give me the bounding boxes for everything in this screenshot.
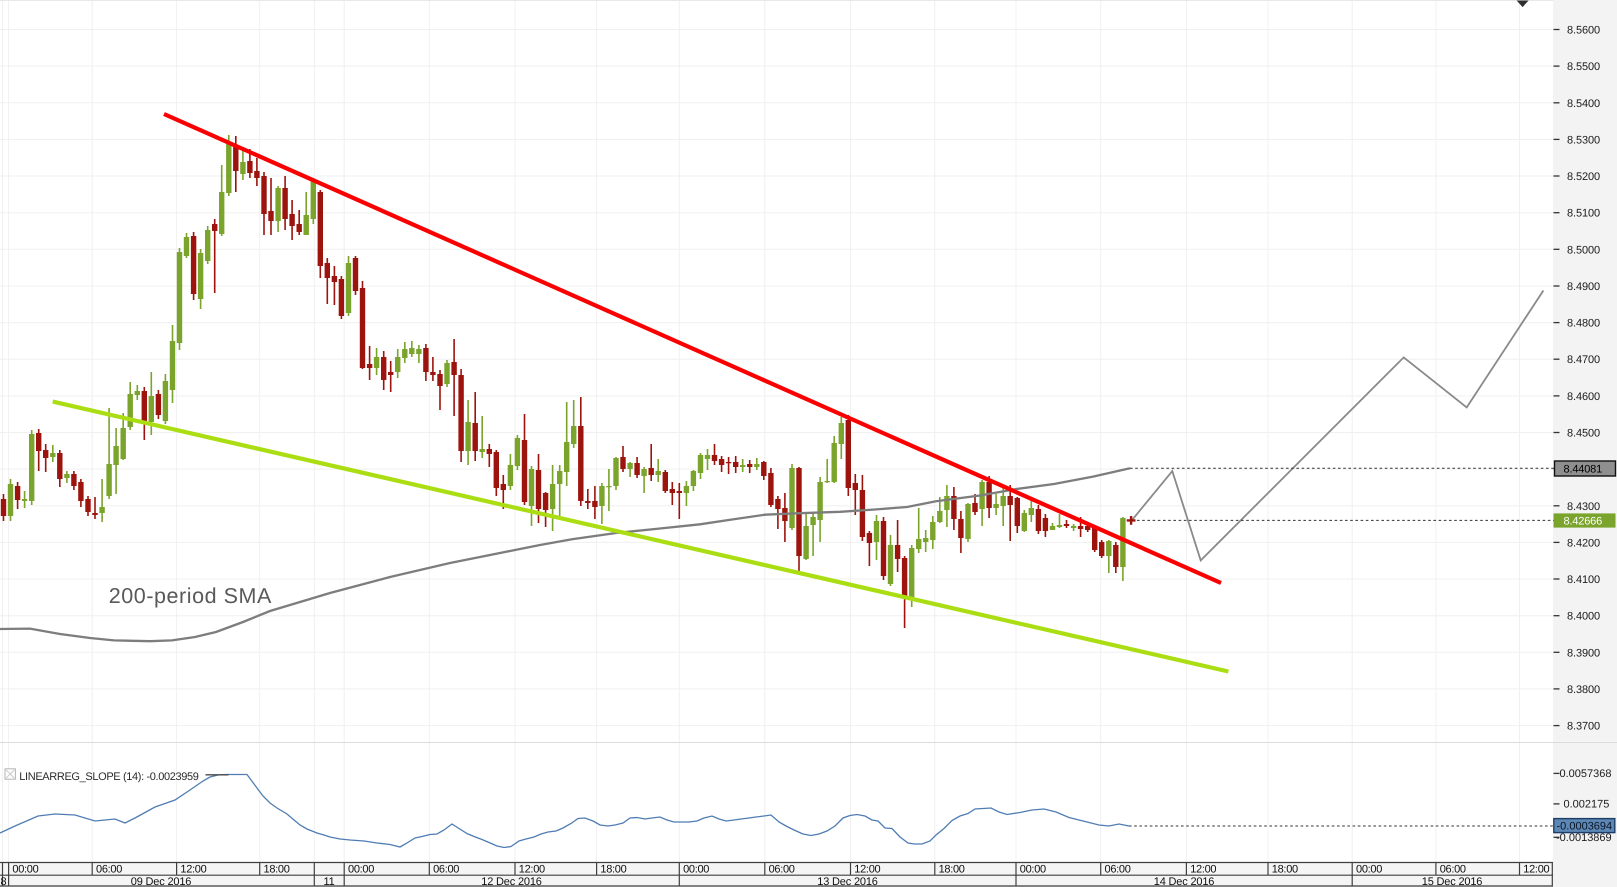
svg-text:06:00: 06:00 bbox=[769, 864, 795, 876]
svg-text:00:00: 00:00 bbox=[1356, 864, 1382, 876]
svg-text:0.002175: 0.002175 bbox=[1564, 799, 1610, 811]
svg-text:8.44081: 8.44081 bbox=[1564, 464, 1603, 476]
svg-text:8: 8 bbox=[1, 876, 7, 887]
svg-text:00:00: 00:00 bbox=[1020, 864, 1046, 876]
svg-text:13 Dec 2016: 13 Dec 2016 bbox=[817, 876, 877, 887]
svg-text:8.42666: 8.42666 bbox=[1564, 516, 1603, 528]
svg-text:200-period SMA: 200-period SMA bbox=[109, 584, 272, 608]
svg-text:06:00: 06:00 bbox=[1440, 864, 1466, 876]
svg-text:8.5600: 8.5600 bbox=[1567, 25, 1600, 37]
svg-text:8.4100: 8.4100 bbox=[1567, 574, 1600, 586]
svg-text:8.5300: 8.5300 bbox=[1567, 134, 1600, 146]
svg-text:09 Dec 2016: 09 Dec 2016 bbox=[131, 876, 191, 887]
svg-text:8.3700: 8.3700 bbox=[1567, 721, 1600, 733]
svg-text:8.5400: 8.5400 bbox=[1567, 98, 1600, 110]
svg-text:18:00: 18:00 bbox=[1272, 864, 1298, 876]
svg-text:00:00: 00:00 bbox=[348, 864, 374, 876]
svg-text:12:00: 12:00 bbox=[180, 864, 206, 876]
svg-text:18:00: 18:00 bbox=[264, 864, 290, 876]
svg-text:LINEARREG_SLOPE (14): -0.00239: LINEARREG_SLOPE (14): -0.0023959 bbox=[19, 771, 198, 783]
svg-text:-0.0003694: -0.0003694 bbox=[1557, 821, 1613, 833]
svg-text:8.5100: 8.5100 bbox=[1567, 208, 1600, 220]
svg-text:15 Dec 2016: 15 Dec 2016 bbox=[1422, 876, 1482, 887]
svg-text:11: 11 bbox=[323, 876, 334, 887]
svg-text:-0.0013869: -0.0013869 bbox=[1556, 832, 1612, 844]
svg-text:8.5200: 8.5200 bbox=[1567, 171, 1600, 183]
svg-text:12:00: 12:00 bbox=[854, 864, 880, 876]
svg-text:8.4800: 8.4800 bbox=[1567, 318, 1600, 330]
svg-text:12:00: 12:00 bbox=[1523, 864, 1549, 876]
svg-text:8.4200: 8.4200 bbox=[1567, 537, 1600, 549]
svg-text:0.0057368: 0.0057368 bbox=[1560, 768, 1612, 780]
svg-text:18:00: 18:00 bbox=[939, 864, 965, 876]
svg-text:8.5500: 8.5500 bbox=[1567, 61, 1600, 73]
svg-text:06:00: 06:00 bbox=[1105, 864, 1131, 876]
svg-text:00:00: 00:00 bbox=[12, 864, 38, 876]
svg-text:8.4300: 8.4300 bbox=[1567, 501, 1600, 513]
svg-text:8.3800: 8.3800 bbox=[1567, 684, 1600, 696]
svg-text:8.4600: 8.4600 bbox=[1567, 391, 1600, 403]
svg-text:14 Dec 2016: 14 Dec 2016 bbox=[1154, 876, 1214, 887]
svg-text:12:00: 12:00 bbox=[519, 864, 545, 876]
svg-text:12 Dec 2016: 12 Dec 2016 bbox=[481, 876, 541, 887]
svg-text:12:00: 12:00 bbox=[1190, 864, 1216, 876]
svg-text:06:00: 06:00 bbox=[96, 864, 122, 876]
svg-text:18:00: 18:00 bbox=[600, 864, 626, 876]
svg-text:8.5000: 8.5000 bbox=[1567, 244, 1600, 256]
svg-text:8.4700: 8.4700 bbox=[1567, 354, 1600, 366]
svg-text:8.3900: 8.3900 bbox=[1567, 647, 1600, 659]
svg-text:8.4900: 8.4900 bbox=[1567, 281, 1600, 293]
svg-text:8.4000: 8.4000 bbox=[1567, 611, 1600, 623]
svg-text:06:00: 06:00 bbox=[433, 864, 459, 876]
svg-text:8.4500: 8.4500 bbox=[1567, 428, 1600, 440]
svg-text:00:00: 00:00 bbox=[683, 864, 709, 876]
